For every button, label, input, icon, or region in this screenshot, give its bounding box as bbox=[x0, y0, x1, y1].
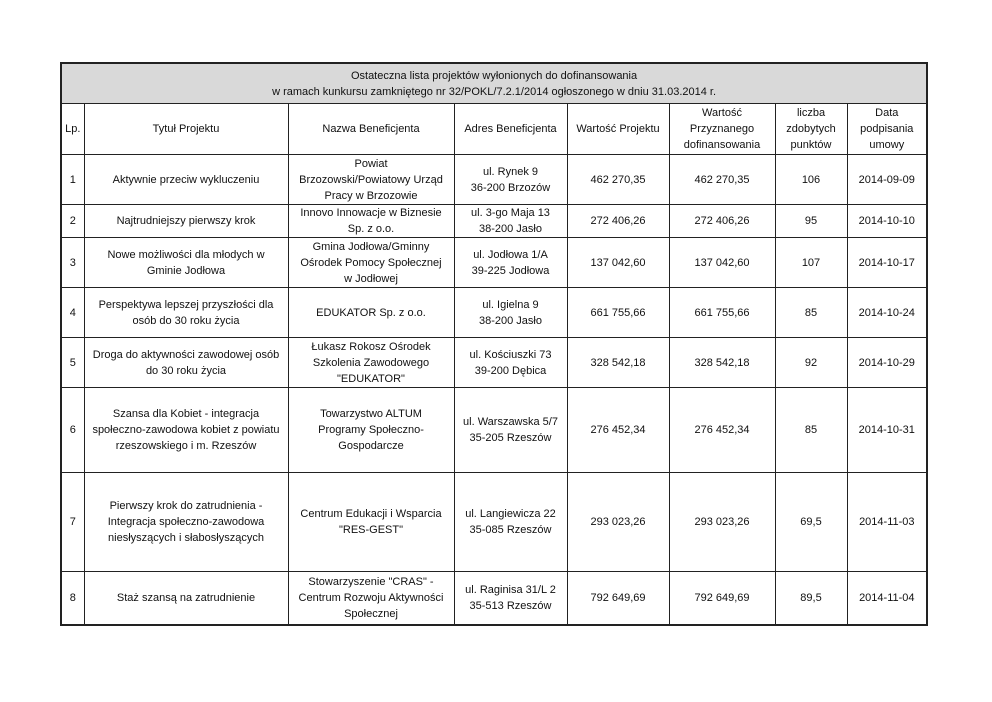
table-row: 1 Aktywnie przeciw wykluczeniu Powiat Brzo… bbox=[60, 154, 928, 205]
table-row: 2 Najtrudniejszy pierwszy krok Innovo Inno… bbox=[60, 204, 928, 238]
cell-points: 85 bbox=[774, 287, 848, 338]
cell-value: 137 042,60 bbox=[566, 237, 670, 288]
cell-value: 328 542,18 bbox=[566, 337, 670, 388]
cell-points: 69,5 bbox=[774, 472, 848, 572]
cell-value: 293 023,26 bbox=[566, 472, 670, 572]
cell-value: 462 270,35 bbox=[566, 154, 670, 205]
cell-value: 661 755,66 bbox=[566, 287, 670, 338]
cell-points: 89,5 bbox=[774, 571, 848, 626]
cell-date: 2014-10-24 bbox=[846, 287, 928, 338]
cell-lp: 5 bbox=[60, 337, 85, 388]
cell-title: Najtrudniejszy pierwszy krok bbox=[83, 204, 289, 238]
cell-granted: 272 406,26 bbox=[668, 204, 776, 238]
table-row: 5 Droga do aktywności zawodowej osób do 3… bbox=[60, 337, 928, 388]
header-granted: Wartość Przyznanego dofinansowania bbox=[668, 103, 776, 155]
cell-granted: 137 042,60 bbox=[668, 237, 776, 288]
cell-points: 85 bbox=[774, 387, 848, 473]
cell-date: 2014-10-29 bbox=[846, 337, 928, 388]
cell-beneficiary: Stowarzyszenie "CRAS" - Centrum Rozwoju … bbox=[287, 571, 455, 626]
cell-value: 792 649,69 bbox=[566, 571, 670, 626]
cell-address: ul. Kościuszki 73 39-200 Dębica bbox=[453, 337, 568, 388]
table-title-row: Ostateczna lista projektów wyłonionych d… bbox=[60, 62, 928, 104]
cell-granted: 293 023,26 bbox=[668, 472, 776, 572]
table-row: 6 Szansa dla Kobiet - integracja społeczn… bbox=[60, 387, 928, 473]
cell-date: 2014-10-31 bbox=[846, 387, 928, 473]
cell-lp: 8 bbox=[60, 571, 85, 626]
cell-lp: 3 bbox=[60, 237, 85, 288]
cell-lp: 1 bbox=[60, 154, 85, 205]
cell-beneficiary: Centrum Edukacji i Wsparcia "RES-GEST" bbox=[287, 472, 455, 572]
cell-address: ul. Warszawska 5/7 35-205 Rzeszów bbox=[453, 387, 568, 473]
cell-lp: 2 bbox=[60, 204, 85, 238]
header-address: Adres Beneficjenta bbox=[453, 103, 568, 155]
cell-title: Pierwszy krok do zatrudnienia - Integrac… bbox=[83, 472, 289, 572]
table-row: 3 Nowe możliwości dla młodych w Gminie Jo… bbox=[60, 237, 928, 288]
cell-address: ul. Rynek 9 36-200 Brzozów bbox=[453, 154, 568, 205]
cell-title: Droga do aktywności zawodowej osób do 30… bbox=[83, 337, 289, 388]
cell-date: 2014-10-17 bbox=[846, 237, 928, 288]
cell-title: Nowe możliwości dla młodych w Gminie Jod… bbox=[83, 237, 289, 288]
cell-date: 2014-10-10 bbox=[846, 204, 928, 238]
cell-granted: 462 270,35 bbox=[668, 154, 776, 205]
cell-address: ul. Jodłowa 1/A 39-225 Jodłowa bbox=[453, 237, 568, 288]
cell-lp: 6 bbox=[60, 387, 85, 473]
cell-title: Szansa dla Kobiet - integracja społeczno… bbox=[83, 387, 289, 473]
cell-address: ul. Raginisa 31/L 2 35-513 Rzeszów bbox=[453, 571, 568, 626]
cell-granted: 661 755,66 bbox=[668, 287, 776, 338]
header-row: Lp. Tytuł Projektu Nazwa Beneficjenta Ad… bbox=[60, 103, 928, 155]
table-title: Ostateczna lista projektów wyłonionych d… bbox=[60, 62, 928, 104]
cell-address: ul. Igielna 9 38-200 Jasło bbox=[453, 287, 568, 338]
header-title: Tytuł Projektu bbox=[83, 103, 289, 155]
cell-granted: 276 452,34 bbox=[668, 387, 776, 473]
cell-granted: 328 542,18 bbox=[668, 337, 776, 388]
cell-granted: 792 649,69 bbox=[668, 571, 776, 626]
cell-points: 92 bbox=[774, 337, 848, 388]
header-value: Wartość Projektu bbox=[566, 103, 670, 155]
cell-address: ul. 3-go Maja 13 38-200 Jasło bbox=[453, 204, 568, 238]
cell-beneficiary: Innovo Innowacje w Biznesie Sp. z o.o. bbox=[287, 204, 455, 238]
table-row: 8 Staż szansą na zatrudnienie Stowarzyszen… bbox=[60, 571, 928, 626]
cell-lp: 7 bbox=[60, 472, 85, 572]
header-beneficiary: Nazwa Beneficjenta bbox=[287, 103, 455, 155]
cell-title: Perspektywa lepszej przyszłości dla osób… bbox=[83, 287, 289, 338]
cell-beneficiary: Towarzystwo ALTUM Programy Społeczno- Go… bbox=[287, 387, 455, 473]
header-points: liczba zdobytych punktów bbox=[774, 103, 848, 155]
table-row: 4 Perspektywa lepszej przyszłości dla osó… bbox=[60, 287, 928, 338]
cell-date: 2014-09-09 bbox=[846, 154, 928, 205]
cell-beneficiary: Powiat Brzozowski/Powiatowy Urząd Pracy … bbox=[287, 154, 455, 205]
header-lp: Lp. bbox=[60, 103, 85, 155]
title-line-1: Ostateczna lista projektów wyłonionych d… bbox=[350, 69, 638, 82]
projects-table: Ostateczna lista projektów wyłonionych d… bbox=[60, 62, 929, 626]
cell-points: 107 bbox=[774, 237, 848, 288]
cell-address: ul. Langiewicza 22 35-085 Rzeszów bbox=[453, 472, 568, 572]
cell-date: 2014-11-03 bbox=[846, 472, 928, 572]
cell-title: Aktywnie przeciw wykluczeniu bbox=[83, 154, 289, 205]
cell-value: 272 406,26 bbox=[566, 204, 670, 238]
cell-date: 2014-11-04 bbox=[846, 571, 928, 626]
title-line-2: w ramach kunkursu zamkniętego nr 32/POKL… bbox=[272, 85, 717, 98]
cell-beneficiary: EDUKATOR Sp. z o.o. bbox=[287, 287, 455, 338]
table-row: 7 Pierwszy krok do zatrudnienia - Integra… bbox=[60, 472, 928, 572]
cell-lp: 4 bbox=[60, 287, 85, 338]
cell-beneficiary: Łukasz Rokosz Ośrodek Szkolenia Zawodowe… bbox=[287, 337, 455, 388]
cell-points: 95 bbox=[774, 204, 848, 238]
header-date: Data podpisania umowy bbox=[846, 103, 928, 155]
cell-value: 276 452,34 bbox=[566, 387, 670, 473]
cell-points: 106 bbox=[774, 154, 848, 205]
cell-title: Staż szansą na zatrudnienie bbox=[83, 571, 289, 626]
cell-beneficiary: Gmina Jodłowa/Gminny Ośrodek Pomocy Społ… bbox=[287, 237, 455, 288]
